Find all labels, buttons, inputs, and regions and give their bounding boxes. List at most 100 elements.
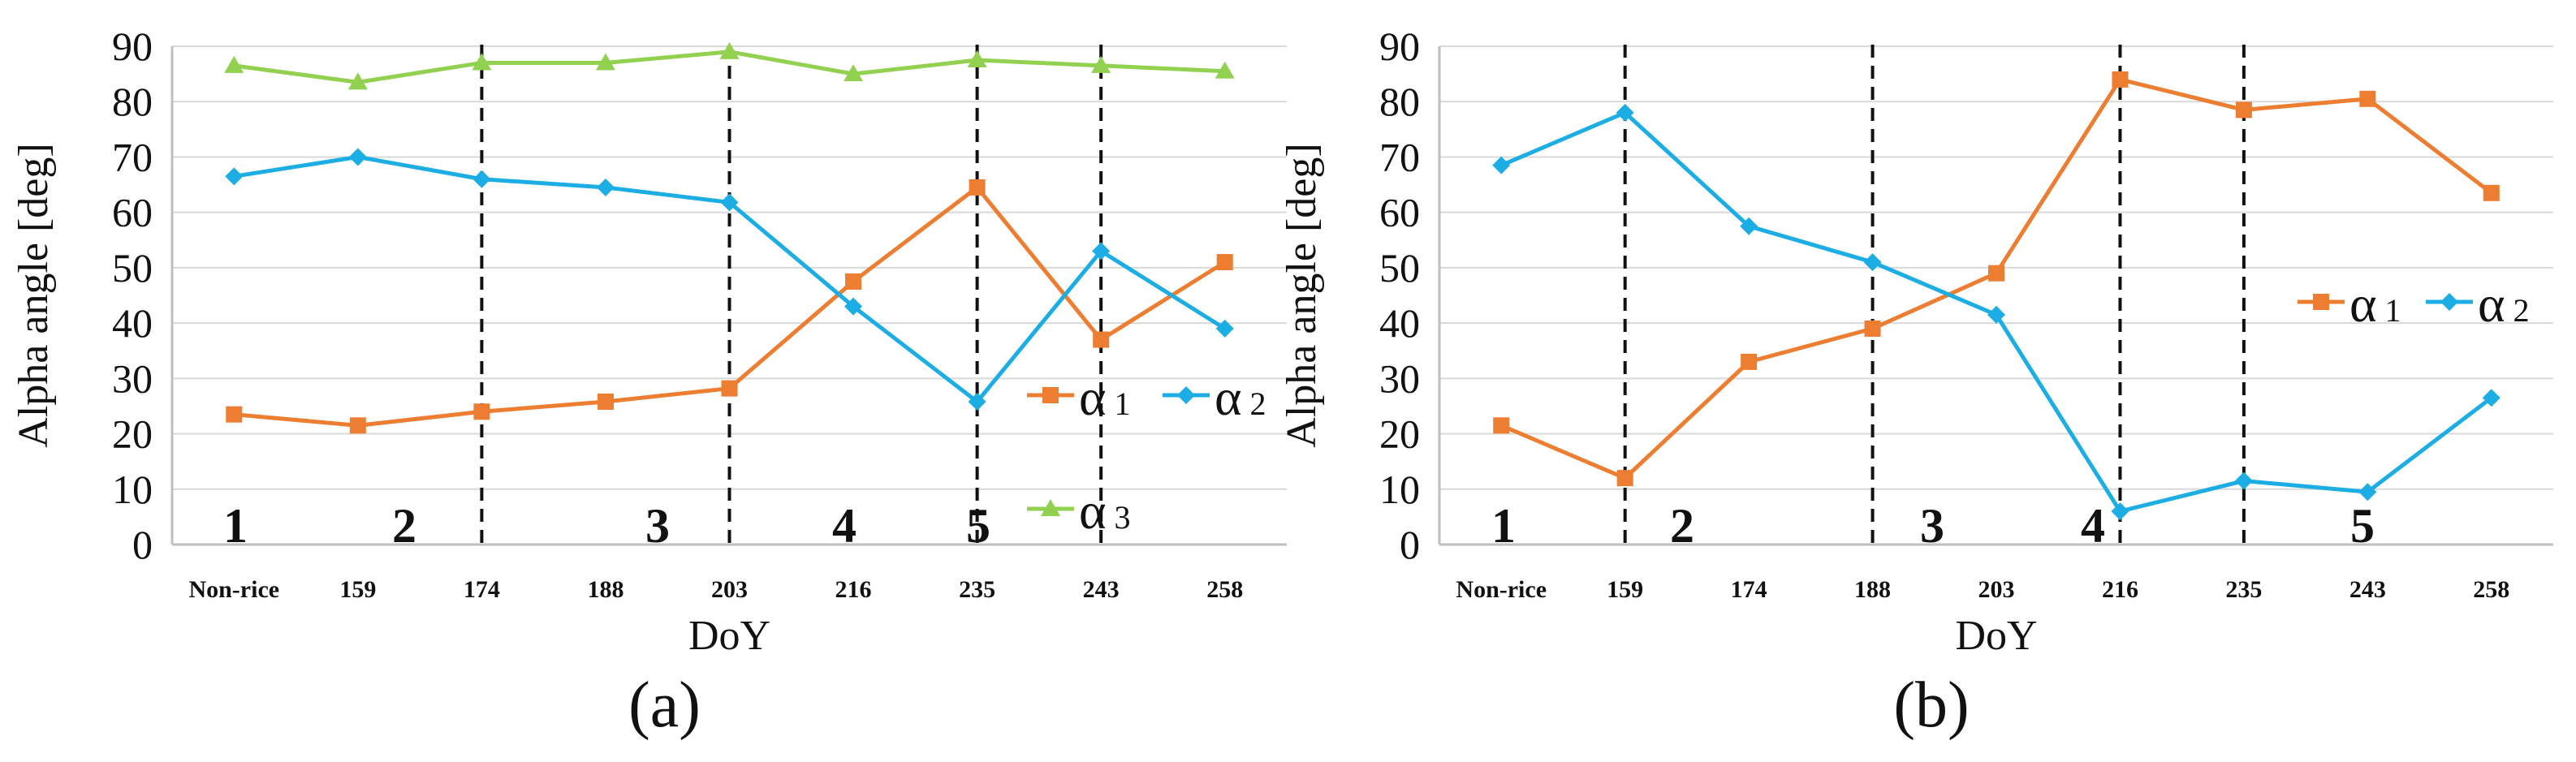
data-point-diamond <box>2482 389 2500 407</box>
data-point-square <box>1616 470 1633 487</box>
data-point-diamond <box>968 392 986 411</box>
chart-panel-a: 0 10 20 30 40 50 60 70 80 90 Non-rice 159 174 188 203 2… <box>11 24 1287 741</box>
data-point-triangle <box>844 64 864 82</box>
data-point-square <box>2313 294 2329 310</box>
data-point-triangle <box>595 53 615 71</box>
series-3 <box>224 41 1235 90</box>
legend-subscript: 3 <box>1115 499 1131 536</box>
data-point-diamond <box>596 178 615 196</box>
data-point-diamond <box>1177 386 1195 404</box>
stage-label: 5 <box>966 499 990 553</box>
stage-label: 4 <box>832 499 857 553</box>
x-tick-label: Non-rice <box>188 576 279 603</box>
y-tick-label: 30 <box>112 355 153 401</box>
data-point-square <box>1988 265 2004 282</box>
stage-label: 2 <box>1670 499 1694 553</box>
y-tick-label: 80 <box>112 79 153 124</box>
y-tick-label: 0 <box>1400 522 1420 567</box>
data-point-diamond <box>1215 319 1234 338</box>
legend-subscript: 2 <box>2513 292 2530 329</box>
stage-label: 1 <box>1491 499 1516 553</box>
data-point-square <box>969 179 986 196</box>
data-point-triangle <box>1215 61 1235 79</box>
y-tick-label: 0 <box>132 522 153 567</box>
y-tick-label: 10 <box>1379 467 1420 512</box>
y-tick-label: 90 <box>1379 24 1420 69</box>
x-tick-label: 243 <box>1083 576 1120 603</box>
data-point-triangle <box>1091 55 1111 73</box>
y-tick-label: 80 <box>1379 79 1420 124</box>
data-point-square <box>226 406 243 423</box>
data-point-square <box>1042 387 1059 403</box>
data-point-square <box>845 273 862 290</box>
data-point-diamond <box>2358 483 2377 502</box>
y-tick-label: 50 <box>1379 245 1420 291</box>
x-tick-label: 258 <box>1206 576 1243 603</box>
data-point-diamond <box>1616 103 1634 122</box>
panel-label: (b) <box>1893 669 1969 741</box>
data-point-triangle <box>719 41 740 59</box>
y-tick-label: 50 <box>112 245 153 291</box>
series-1 <box>226 179 1233 434</box>
x-tick-label: Non-rice <box>1456 576 1547 603</box>
stage-label: 1 <box>223 499 248 553</box>
legend-subscript: 1 <box>1115 385 1131 422</box>
y-axis-label: Alpha angle [deg] <box>1279 143 1325 447</box>
data-point-diamond <box>2111 502 2129 521</box>
data-point-triangle <box>224 55 244 73</box>
data-point-square <box>349 417 366 434</box>
legend-subscript: 1 <box>2385 292 2401 329</box>
legend: α 1 α 2 α 3 <box>1027 368 1266 540</box>
series-1 <box>1493 71 2500 487</box>
stage-label: 2 <box>392 499 416 553</box>
panel-label: (a) <box>628 669 701 741</box>
y-tick-label: 90 <box>112 24 153 69</box>
data-point-diamond <box>225 167 244 186</box>
data-point-square <box>1216 254 1233 271</box>
y-tick-label: 40 <box>112 300 153 346</box>
x-tick-label: 216 <box>2102 576 2138 603</box>
data-point-square <box>721 380 738 397</box>
data-point-square <box>1093 331 1110 348</box>
x-axis-label: DoY <box>1955 613 2037 659</box>
data-point-square <box>2235 101 2252 118</box>
stage-label: 5 <box>2350 499 2375 553</box>
data-point-diamond <box>472 170 491 188</box>
x-tick-label: 235 <box>2225 576 2262 603</box>
data-point-square <box>1493 417 1510 434</box>
x-tick-label: 258 <box>2473 576 2509 603</box>
x-tick-label: 243 <box>2349 576 2386 603</box>
x-tick-label: 235 <box>959 576 995 603</box>
data-point-diamond <box>1987 305 2005 324</box>
x-tick-label: 159 <box>1607 576 1643 603</box>
stage-label: 3 <box>1920 499 1944 553</box>
data-point-square <box>2359 90 2376 107</box>
data-point-diamond <box>1863 253 1882 272</box>
data-point-diamond <box>844 297 863 316</box>
legend-subscript: 2 <box>1250 385 1266 422</box>
y-tick-label: 20 <box>112 411 153 457</box>
data-point-diamond <box>348 148 367 166</box>
data-point-diamond <box>1740 217 1758 235</box>
x-tick-label: 188 <box>1854 576 1891 603</box>
data-point-triangle <box>472 53 492 71</box>
x-tick-label: 159 <box>339 576 376 603</box>
stage-label: 3 <box>645 499 670 553</box>
data-point-diamond <box>2234 471 2253 490</box>
y-tick-label: 60 <box>1379 190 1420 235</box>
data-point-diamond <box>1492 156 1511 174</box>
x-tick-label: 203 <box>1978 576 2015 603</box>
data-point-square <box>1864 320 1881 337</box>
data-point-diamond <box>720 193 739 212</box>
y-tick-label: 70 <box>112 134 153 179</box>
data-point-triangle <box>967 50 987 68</box>
